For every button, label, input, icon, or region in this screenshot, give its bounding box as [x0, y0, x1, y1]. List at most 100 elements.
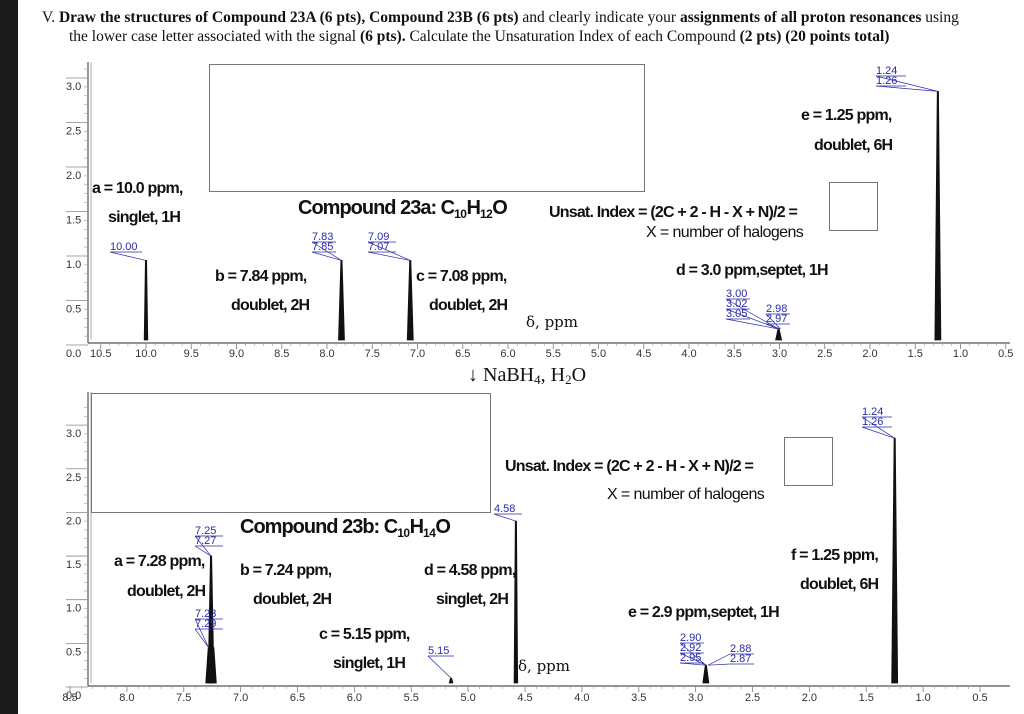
signal-b-23b-line2: doublet, 2H	[253, 591, 332, 608]
svg-text:0.5: 0.5	[998, 348, 1013, 360]
question-line-2: the lower case letter associated with th…	[69, 28, 890, 45]
svg-text:0.5: 0.5	[66, 646, 81, 658]
svg-text:7.0: 7.0	[410, 348, 425, 360]
svg-text:4.58: 4.58	[494, 503, 515, 515]
svg-text:2.0: 2.0	[66, 170, 81, 182]
x-axis-label-23a: δ, ppm	[526, 313, 578, 331]
peak	[513, 520, 519, 684]
svg-text:5.0: 5.0	[591, 348, 606, 360]
structure-answer-box-23b[interactable]	[91, 393, 491, 513]
unsat-index-answer-box-23b[interactable]	[784, 437, 833, 486]
svg-text:2.5: 2.5	[66, 126, 81, 138]
unsat-formula-23b: Unsat. Index = (2C + 2 - H - X + N)/2 =	[505, 458, 754, 475]
svg-text:2.97: 2.97	[766, 313, 787, 325]
svg-text:10.5: 10.5	[90, 348, 111, 360]
svg-text:4.5: 4.5	[517, 692, 532, 704]
signal-d-23a: d = 3.0 ppm,septet, 1H	[676, 262, 829, 279]
signal-b-23a-line1: b = 7.84 ppm,	[215, 268, 307, 285]
svg-text:2.90: 2.90	[680, 632, 701, 644]
signal-a-23a-line1: a = 10.0 ppm,	[92, 180, 183, 197]
svg-text:1.24: 1.24	[862, 406, 883, 418]
unsat-formula-23a: Unsat. Index = (2C + 2 - H - X + N)/2 =	[549, 204, 798, 221]
peak	[775, 328, 783, 341]
svg-text:2.92: 2.92	[680, 642, 701, 654]
signal-f-23b-line2: doublet, 6H	[800, 576, 879, 593]
svg-text:5.5: 5.5	[546, 348, 561, 360]
peak	[448, 677, 454, 684]
svg-text:1.5: 1.5	[859, 692, 874, 704]
compound-23a-title: Compound 23a: C10H12O	[298, 197, 508, 221]
peak	[209, 647, 217, 684]
svg-text:6.0: 6.0	[347, 692, 362, 704]
svg-text:2.0: 2.0	[66, 515, 81, 527]
svg-text:3.0: 3.0	[66, 81, 81, 93]
svg-text:5.0: 5.0	[460, 692, 475, 704]
reaction-arrow-reagent: ↓ NaBH4, H2O	[468, 364, 587, 387]
svg-text:1.5: 1.5	[66, 215, 81, 227]
svg-text:8.0: 8.0	[319, 348, 334, 360]
svg-text:3.02: 3.02	[726, 298, 747, 310]
unsat-note-23b: X = number of halogens	[607, 486, 765, 503]
signal-c-23a-line2: doublet, 2H	[429, 297, 508, 314]
svg-text:7.83: 7.83	[312, 231, 333, 243]
svg-text:9.0: 9.0	[229, 348, 244, 360]
svg-text:7.5: 7.5	[176, 692, 191, 704]
svg-text:10.0: 10.0	[135, 348, 156, 360]
x-axis-label-23b: δ, ppm	[518, 657, 570, 675]
svg-text:2.5: 2.5	[817, 348, 832, 360]
svg-text:2.5: 2.5	[66, 472, 81, 484]
down-arrow-icon: ↓	[468, 364, 478, 386]
peak	[702, 664, 710, 684]
signal-e-23b: e = 2.9 ppm,septet, 1H	[628, 604, 780, 621]
svg-text:4.0: 4.0	[681, 348, 696, 360]
signal-d-23b-line1: d = 4.58 ppm,	[424, 562, 516, 579]
svg-text:3.00: 3.00	[726, 288, 747, 300]
svg-text:1.0: 1.0	[953, 348, 968, 360]
svg-text:2.95: 2.95	[680, 652, 701, 664]
svg-text:2.5: 2.5	[745, 692, 760, 704]
svg-text:7.29: 7.29	[195, 618, 216, 630]
svg-text:2.87: 2.87	[730, 653, 751, 665]
svg-text:8.5: 8.5	[274, 348, 289, 360]
svg-text:2.0: 2.0	[802, 692, 817, 704]
svg-text:3.5: 3.5	[631, 692, 646, 704]
svg-text:1.5: 1.5	[66, 559, 81, 571]
svg-text:1.0: 1.0	[66, 259, 81, 271]
peak	[406, 260, 414, 341]
signal-a-23a-line2: singlet, 1H	[108, 209, 181, 226]
signal-b-23a-line2: doublet, 2H	[231, 297, 310, 314]
signal-f-23b-line1: f = 1.25 ppm,	[791, 547, 879, 564]
svg-text:1.0: 1.0	[66, 603, 81, 615]
svg-text:1.24: 1.24	[876, 65, 897, 77]
signal-d-23b-line2: singlet, 2H	[436, 591, 509, 608]
structure-answer-box-23a[interactable]	[209, 64, 645, 192]
svg-text:2.0: 2.0	[862, 348, 877, 360]
window-edge	[0, 0, 18, 714]
svg-text:4.0: 4.0	[574, 692, 589, 704]
signal-c-23a-line1: c = 7.08 ppm,	[416, 268, 507, 285]
svg-text:7.25: 7.25	[195, 525, 216, 537]
svg-text:7.09: 7.09	[368, 231, 389, 243]
svg-text:9.5: 9.5	[184, 348, 199, 360]
svg-text:3.05: 3.05	[726, 308, 747, 320]
svg-text:7.23: 7.23	[195, 608, 216, 620]
svg-text:7.5: 7.5	[365, 348, 380, 360]
svg-text:6.5: 6.5	[455, 348, 470, 360]
question-text: V. Draw the structures of Compound 23A (…	[42, 8, 1012, 46]
signal-a-23b-line2: doublet, 2H	[127, 583, 206, 600]
svg-text:0.5: 0.5	[66, 304, 81, 316]
svg-text:7.07: 7.07	[368, 241, 389, 253]
unsat-index-answer-box-23a[interactable]	[829, 182, 878, 231]
svg-text:8.0: 8.0	[119, 692, 134, 704]
signal-e-23a-line1: e = 1.25 ppm,	[801, 107, 892, 124]
svg-text:5.5: 5.5	[404, 692, 419, 704]
svg-text:7.85: 7.85	[312, 241, 333, 253]
unsat-note-23a: X = number of halogens	[646, 224, 804, 241]
signal-b-23b-line1: b = 7.24 ppm,	[240, 562, 332, 579]
svg-text:1.26: 1.26	[876, 75, 897, 87]
svg-text:2.88: 2.88	[730, 643, 751, 655]
svg-text:10.00: 10.00	[110, 241, 138, 253]
peak	[143, 260, 149, 341]
svg-text:6.0: 6.0	[500, 348, 515, 360]
